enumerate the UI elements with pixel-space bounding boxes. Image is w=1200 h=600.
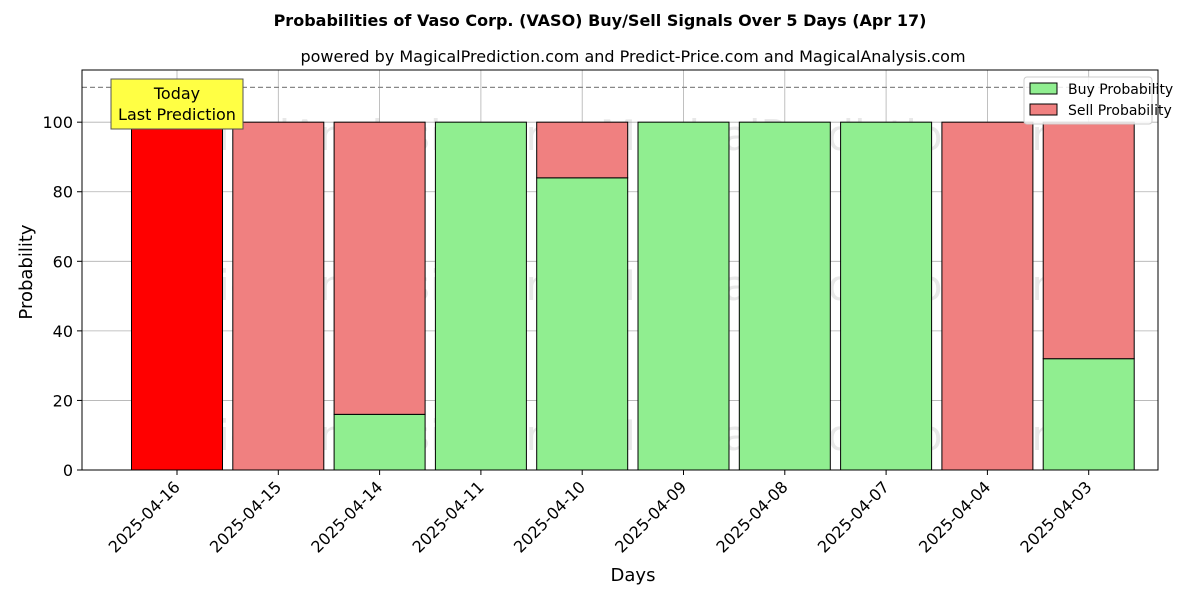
y-tick-label: 100: [42, 113, 73, 132]
legend-swatch: [1029, 82, 1058, 95]
sell-bar: [131, 121, 223, 471]
y-tick-label: 80: [53, 183, 73, 202]
buy-bar: [1042, 358, 1135, 471]
annotation-box: [110, 78, 244, 130]
y-tick-label: 20: [53, 391, 73, 410]
buy-bar: [333, 413, 426, 471]
x-tick-label: 2025-04-11: [409, 477, 488, 556]
annotation-line-last-prediction: Last Prediction: [118, 105, 236, 124]
x-tick-label: 2025-04-03: [1016, 477, 1095, 556]
buy-bar: [840, 121, 933, 471]
x-tick-label: 2025-04-15: [206, 477, 285, 556]
x-tick-label: 2025-04-16: [105, 477, 184, 556]
x-tick-label: 2025-04-10: [510, 477, 589, 556]
y-tick-label: 60: [53, 252, 73, 271]
today-annotation: Today Last Prediction: [110, 78, 244, 130]
x-tick-label: 2025-04-07: [814, 477, 893, 556]
buy-bar: [536, 177, 629, 471]
buy-bar: [434, 121, 527, 471]
legend-label: Buy Probability: [1068, 82, 1173, 98]
sell-bar: [536, 121, 629, 179]
chart-title: Probabilities of Vaso Corp. (VASO) Buy/S…: [274, 11, 927, 30]
sell-bar: [232, 121, 325, 471]
legend-swatch: [1029, 103, 1058, 116]
y-tick-label: 40: [53, 322, 73, 341]
bars: [131, 121, 1135, 471]
x-ticks: 2025-04-16 2025-04-15 2025-04-14 2025-04-11…: [105, 470, 1096, 557]
sell-bar: [333, 121, 426, 415]
y-tick-label: 0: [63, 461, 73, 480]
y-ticks: 0 20 40 60 80 100: [42, 113, 82, 480]
x-tick-label: 2025-04-14: [307, 477, 386, 556]
plot-frame: [81, 69, 1159, 471]
x-tick-label: 2025-04-04: [915, 477, 994, 556]
x-tick-label: 2025-04-08: [712, 477, 791, 556]
chart-subtitle: powered by MagicalPrediction.com and Pre…: [300, 47, 965, 66]
sell-bar: [941, 121, 1034, 471]
buy-bar: [738, 121, 831, 471]
x-axis-label: Days: [611, 565, 656, 586]
y-axis-label: Probability: [16, 224, 37, 319]
sell-bar: [1042, 121, 1135, 360]
buy-bar: [637, 121, 730, 471]
legend: Buy Probability Sell Probability: [1023, 76, 1173, 125]
legend-label: Sell Probability: [1068, 103, 1172, 119]
x-tick-label: 2025-04-09: [611, 477, 690, 556]
annotation-line-today: Today: [153, 84, 200, 103]
